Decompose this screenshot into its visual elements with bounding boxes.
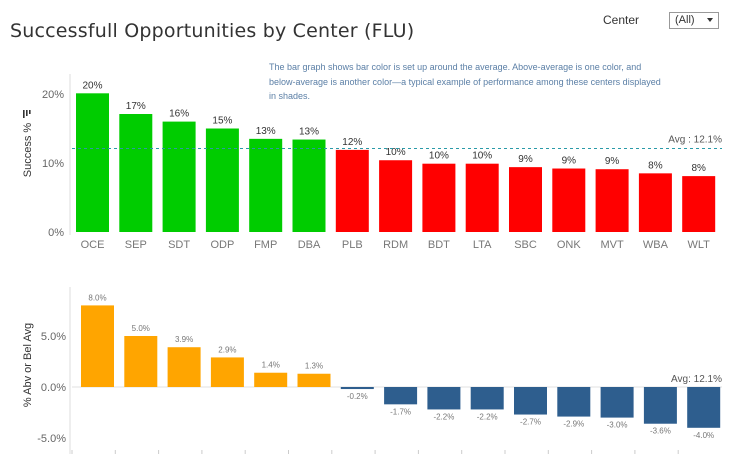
top-bar-data-label: 13%	[256, 126, 276, 137]
top-y-tick-label: 0%	[48, 227, 64, 239]
top-bar-fmp	[249, 138, 283, 232]
bottom-bar-sdt	[167, 347, 201, 387]
top-bar-wlt	[682, 176, 716, 232]
chart-annotation: The bar graph shows bar color is set up …	[269, 62, 661, 101]
bottom-bar-data-label: 1.3%	[305, 362, 323, 371]
top-bar-data-label: 10%	[472, 151, 492, 162]
top-bar-onk	[552, 168, 586, 232]
top-bar-oce	[76, 93, 109, 232]
top-bar-mvt	[595, 169, 629, 232]
top-y-tick-label: 20%	[42, 89, 64, 101]
top-bar-data-label: 17%	[126, 101, 146, 112]
x-category-label: RDM	[383, 239, 408, 251]
bottom-bar-data-label: 8.0%	[88, 293, 106, 302]
top-bar-data-label: 9%	[605, 156, 620, 167]
bottom-bar-wlt	[687, 387, 721, 428]
bottom-y-tick-label: 0.0%	[41, 382, 66, 394]
bottom-bar-data-label: 1.4%	[262, 361, 280, 370]
top-bar-data-label: 15%	[212, 116, 232, 127]
top-bar-data-label: 16%	[169, 109, 189, 120]
sort-icon[interactable]	[23, 110, 31, 118]
x-category-label: WLT	[687, 239, 710, 251]
bottom-bar-data-label: 2.9%	[218, 345, 236, 354]
top-bar-data-label: 8%	[691, 163, 706, 174]
x-category-label: OCE	[81, 239, 105, 251]
top-bar-data-label: 10%	[386, 147, 406, 158]
top-bar-data-label: 8%	[648, 160, 663, 171]
top-average-label: Avg : 12.1%	[668, 135, 722, 146]
bottom-bar-data-label: 5.0%	[132, 324, 150, 333]
bottom-bar-data-label: 3.9%	[175, 335, 193, 344]
bottom-bar-bdt	[427, 387, 461, 410]
sort-icon-bar	[23, 110, 25, 118]
top-y-tick-label: 10%	[42, 158, 64, 170]
x-category-label: ODP	[210, 239, 234, 251]
bottom-bar-lta	[470, 387, 504, 410]
top-bar-data-label: 9%	[562, 156, 577, 167]
top-bar-lta	[465, 163, 499, 232]
bottom-bar-data-label: -3.6%	[650, 427, 671, 436]
bottom-bar-mvt	[600, 387, 634, 418]
x-category-label: WBA	[643, 239, 669, 251]
sort-icon-bar	[29, 110, 31, 114]
sort-icon-bar	[26, 110, 28, 116]
bottom-bar-plb	[340, 387, 374, 390]
top-bar-odp	[205, 128, 239, 232]
page-title: Successfull Opportunities by Center (FLU…	[10, 20, 415, 42]
top-bar-sep	[119, 114, 153, 232]
bottom-bar-data-label: -2.9%	[563, 420, 584, 429]
bottom-bar-data-label: -4.0%	[693, 431, 714, 440]
bottom-bar-sbc	[514, 387, 547, 415]
bottom-bar-sep	[124, 336, 158, 387]
x-category-label: BDT	[428, 239, 450, 251]
top-y-axis-title: Success %	[22, 123, 34, 178]
center-filter-value: (All)	[675, 14, 695, 26]
x-category-label: SDT	[168, 239, 190, 251]
x-category-label: LTA	[473, 239, 492, 251]
bottom-bar-data-label: -1.7%	[390, 407, 411, 416]
top-bar-data-label: 13%	[299, 127, 319, 138]
top-bar-wba	[638, 173, 672, 232]
bottom-bar-data-label: -2.2%	[477, 412, 498, 421]
bottom-bar-dba	[297, 373, 331, 387]
x-category-label: SBC	[514, 239, 537, 251]
bottom-bar-onk	[557, 387, 591, 417]
bottom-bar-data-label: -3.0%	[607, 421, 628, 430]
top-bar-data-label: 9%	[518, 154, 533, 165]
center-filter-dropdown[interactable]: (All)	[669, 12, 719, 29]
x-category-label: PLB	[342, 239, 363, 251]
top-bar-dba	[292, 139, 326, 232]
center-filter-label: Center	[603, 13, 640, 27]
bottom-average-label: Avg: 12.1%	[671, 374, 722, 385]
x-category-label: MVT	[600, 239, 624, 251]
top-bar-rdm	[379, 160, 413, 232]
x-category-label: FMP	[254, 239, 277, 251]
bottom-bar-data-label: -2.7%	[520, 418, 541, 427]
bottom-bar-rdm	[384, 387, 418, 405]
x-category-label: SEP	[125, 239, 147, 251]
chevron-down-icon	[707, 18, 713, 22]
bottom-bar-wba	[643, 387, 677, 424]
top-bar-bdt	[422, 163, 456, 232]
top-bar-data-label: 10%	[429, 151, 449, 162]
bottom-bar-data-label: -2.2%	[433, 412, 454, 421]
bottom-y-tick-label: -5.0%	[37, 433, 66, 445]
bottom-bar-data-label: -0.2%	[347, 392, 368, 401]
top-bar-data-label: 12%	[342, 137, 362, 148]
top-bar-sdt	[162, 121, 196, 232]
top-bar-plb	[335, 149, 369, 232]
top-bar-data-label: 20%	[82, 80, 102, 91]
bottom-bar-odp	[210, 357, 244, 387]
bottom-y-axis-title: % Abv or Bel Avg	[22, 323, 34, 407]
top-bar-sbc	[509, 167, 542, 232]
x-category-label: ONK	[557, 239, 582, 251]
x-category-label: DBA	[298, 239, 321, 251]
bottom-bar-fmp	[254, 372, 288, 387]
bottom-bar-oce	[81, 305, 114, 387]
bottom-y-tick-label: 5.0%	[41, 331, 66, 343]
